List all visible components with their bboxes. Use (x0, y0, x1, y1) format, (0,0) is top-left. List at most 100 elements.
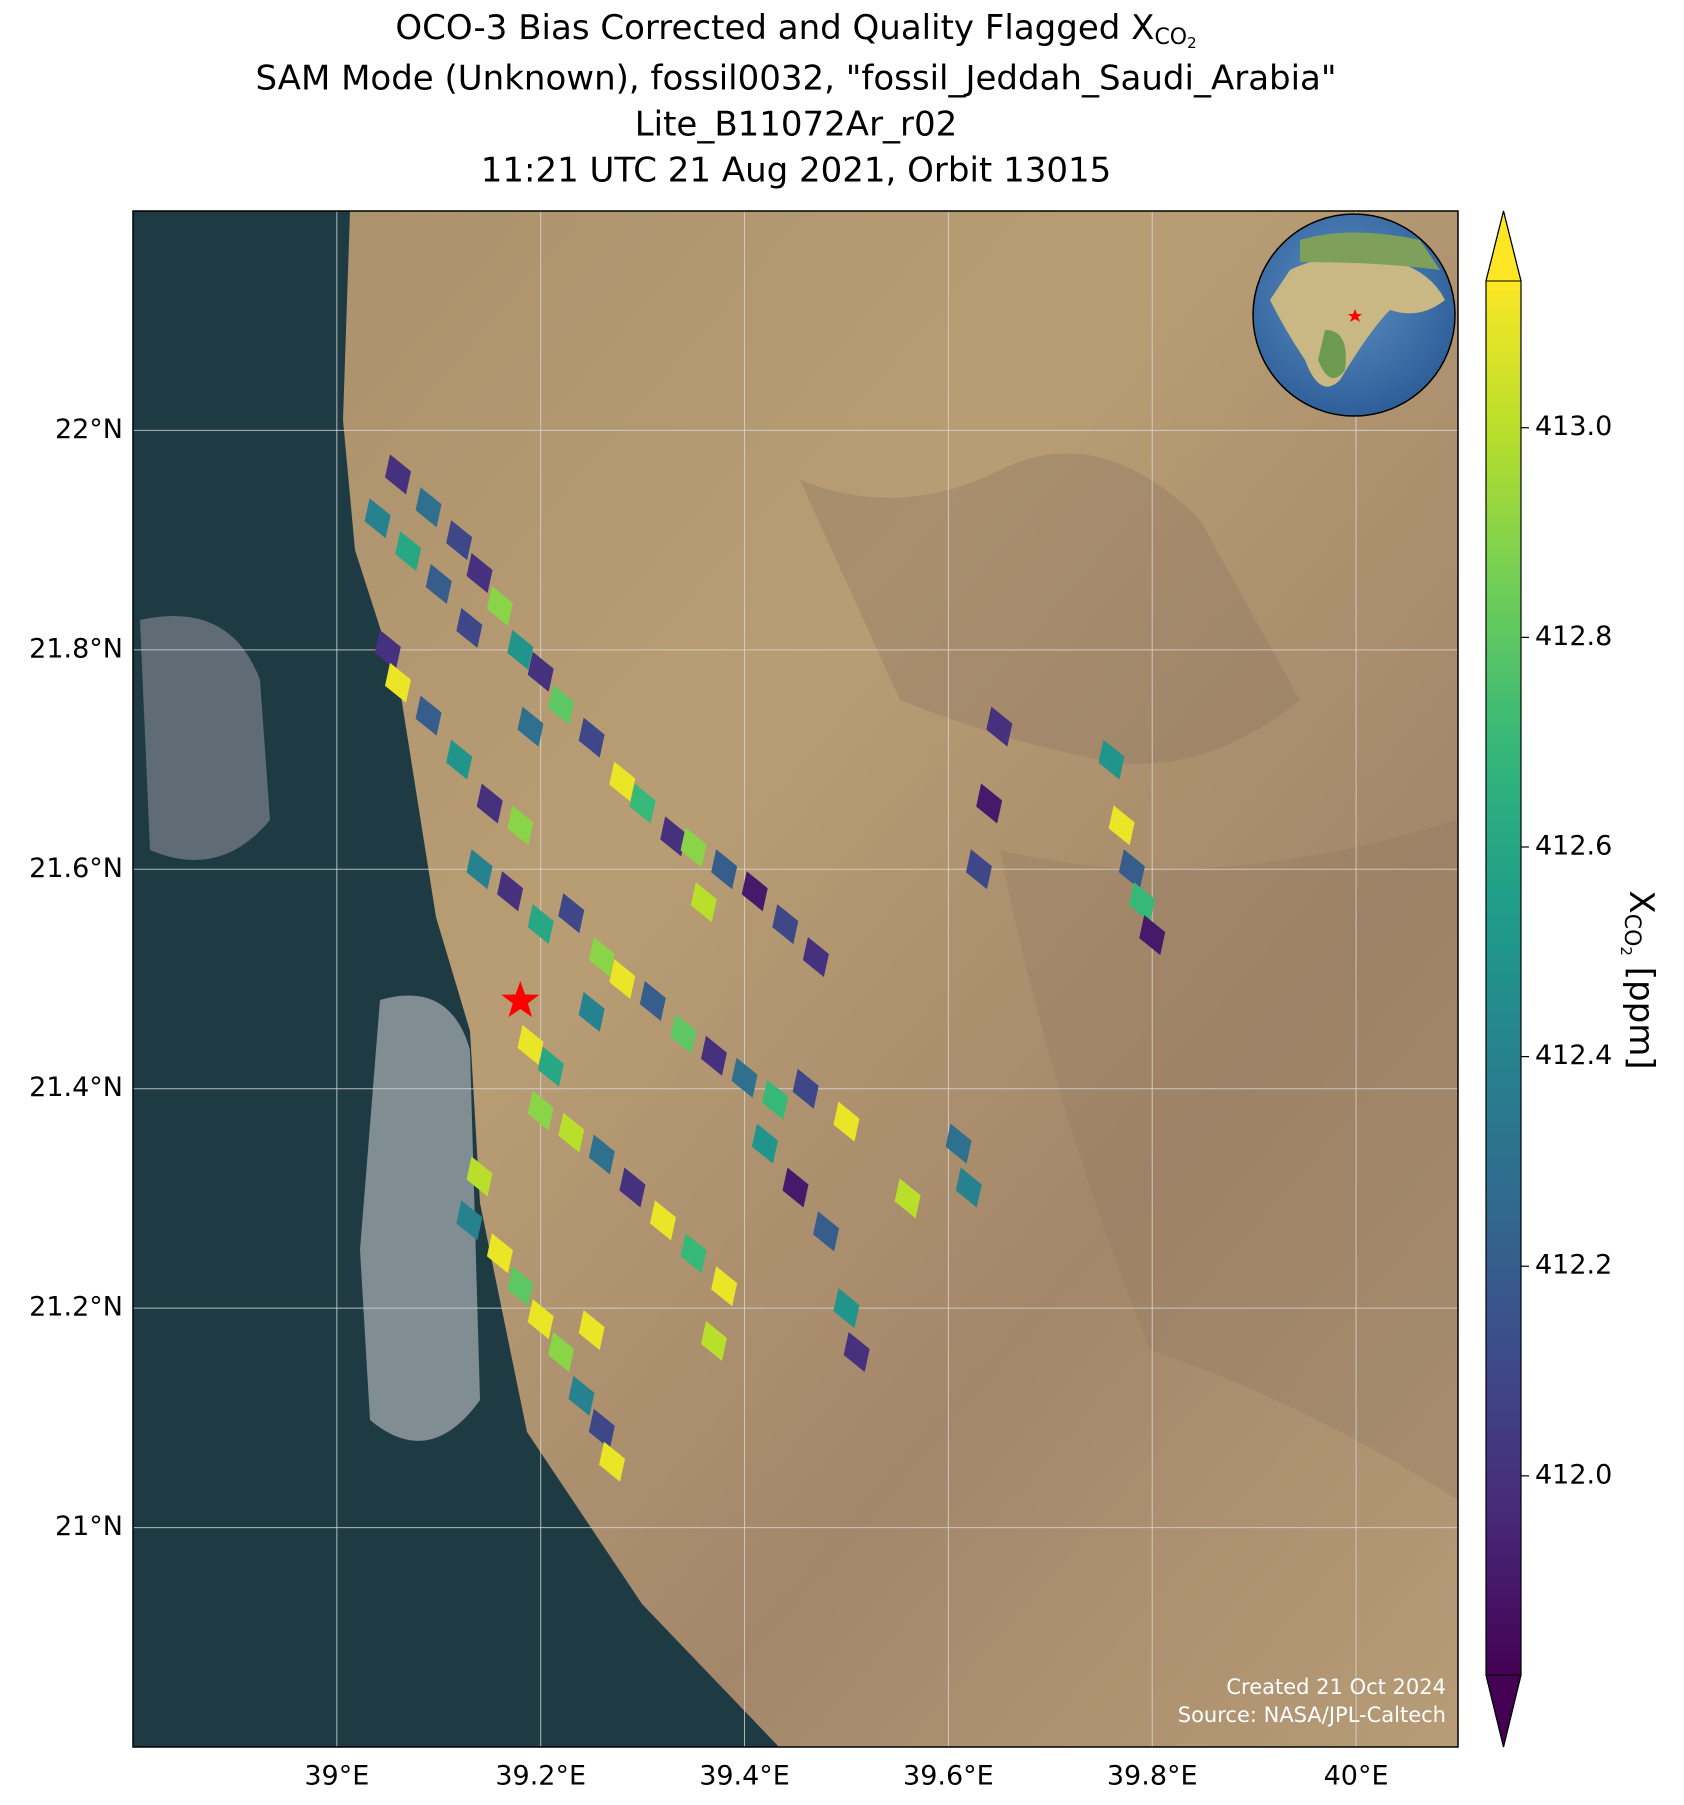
sounding (456, 1200, 483, 1241)
sounding (466, 553, 493, 594)
axes: 39°E 39.2°E 39.4°E 39.6°E 39.8°E 40°E 21°N 21.2… (29, 414, 1388, 1792)
sounding (894, 1178, 921, 1219)
sounding (527, 651, 554, 692)
sounding (558, 1112, 585, 1153)
label-subscript: 2 (1618, 946, 1636, 956)
colorbar: 412.0 412.2 412.4 412.6 412.8 413.0 (1485, 210, 1612, 1748)
sounding (548, 684, 575, 725)
sounding (588, 1134, 615, 1175)
x-tick-label: 39°E (304, 1761, 369, 1792)
sounding (762, 1079, 789, 1120)
sounding (599, 1441, 626, 1482)
sounding (507, 629, 534, 670)
terrain (800, 453, 1300, 764)
y-tick-label: 21.8°N (29, 633, 123, 664)
colorbar-extend (1485, 210, 1522, 282)
sounding (986, 706, 1013, 747)
continent (1318, 330, 1346, 378)
colorbar-outline (1485, 210, 1522, 1748)
y-tick-label: 21.4°N (29, 1072, 123, 1103)
sounding (976, 783, 1003, 824)
sounding (527, 1090, 554, 1131)
x-tick-label: 39.2°E (495, 1761, 586, 1792)
colorbar-tick-label: 412.6 (1535, 830, 1612, 861)
sounding (680, 827, 707, 868)
sounding (527, 904, 554, 945)
colorbar-tick-label: 412.8 (1535, 621, 1612, 652)
sounding (833, 1101, 860, 1142)
sounding (548, 1332, 575, 1373)
sounding (415, 487, 442, 528)
colorbar-tick-label: 413.0 (1535, 411, 1612, 442)
title-line: Lite_B11072Ar_r02 (635, 105, 958, 145)
sounding (843, 1332, 870, 1373)
sounding (466, 1156, 493, 1197)
label-text: [ppm] (1622, 956, 1662, 1070)
y-tick-label: 21°N (55, 1511, 123, 1542)
colorbar-tick-label: 412.0 (1535, 1459, 1612, 1490)
sounding (690, 882, 717, 923)
sounding (588, 937, 615, 978)
x-tick-label: 39.8°E (1107, 1761, 1198, 1792)
colorbar-body (1486, 281, 1521, 1675)
colorbar-tick-label: 412.4 (1535, 1040, 1612, 1071)
sounding (833, 1288, 860, 1329)
sounding (486, 585, 513, 626)
sounding (609, 959, 636, 999)
colorbar-label: XCO2 [ppm] (1618, 890, 1662, 1069)
sounding (1139, 915, 1166, 956)
title-line: OCO-3 Bias Corrected and Quality Flagged… (395, 8, 1196, 52)
sounding (374, 629, 401, 670)
sounding (415, 695, 442, 736)
sounding (425, 564, 452, 605)
sounding (731, 1057, 758, 1098)
sounding (1108, 805, 1135, 846)
sea (133, 211, 779, 1747)
sounding (639, 980, 666, 1021)
label-subscript: CO (1619, 914, 1644, 947)
map: Created 21 Oct 2024 Source: NASA/JPL-Cal… (133, 211, 1458, 1747)
sounding (782, 1167, 809, 1208)
sounding (456, 607, 483, 648)
shallow-water (140, 616, 270, 860)
sounding (578, 991, 605, 1032)
sounding (497, 871, 524, 912)
y-tick-label: 22°N (55, 414, 123, 445)
sounding (364, 498, 391, 539)
sounding (1098, 739, 1125, 780)
sounding (476, 783, 503, 824)
continent (1270, 256, 1445, 387)
sounding (670, 1013, 697, 1054)
sounding (965, 849, 992, 890)
sounding (711, 849, 738, 890)
title-line: 11:21 UTC 21 Aug 2021, Orbit 13015 (481, 151, 1111, 191)
shallow-water (360, 995, 480, 1441)
sounding (711, 1266, 738, 1307)
sounding (700, 1321, 727, 1362)
sounding (741, 871, 768, 912)
sounding (385, 662, 411, 703)
colorbar-tick-label: 412.2 (1535, 1250, 1612, 1281)
x-tick-label: 40°E (1324, 1761, 1389, 1792)
sounding (446, 520, 473, 561)
annotation: Created 21 Oct 2024 (1226, 1675, 1446, 1699)
annotation: Source: NASA/JPL-Caltech (1178, 1703, 1446, 1727)
site-marker (501, 980, 540, 1018)
y-tick-label: 21.6°N (29, 853, 123, 884)
title-subscript: 2 (1187, 34, 1197, 52)
sounding (507, 1266, 534, 1307)
soundings (364, 454, 1166, 1482)
sounding (517, 706, 544, 747)
sounding (629, 783, 656, 824)
site-layer (501, 980, 540, 1018)
sounding (568, 1375, 595, 1416)
sounding (385, 454, 411, 495)
globe-marker (1348, 309, 1362, 322)
sounding (578, 1310, 605, 1351)
sounding (802, 937, 829, 978)
title-subscript: CO (1154, 25, 1187, 50)
sounding (395, 531, 422, 572)
colorbar-extend (1485, 1674, 1522, 1748)
sounding (792, 1068, 819, 1109)
